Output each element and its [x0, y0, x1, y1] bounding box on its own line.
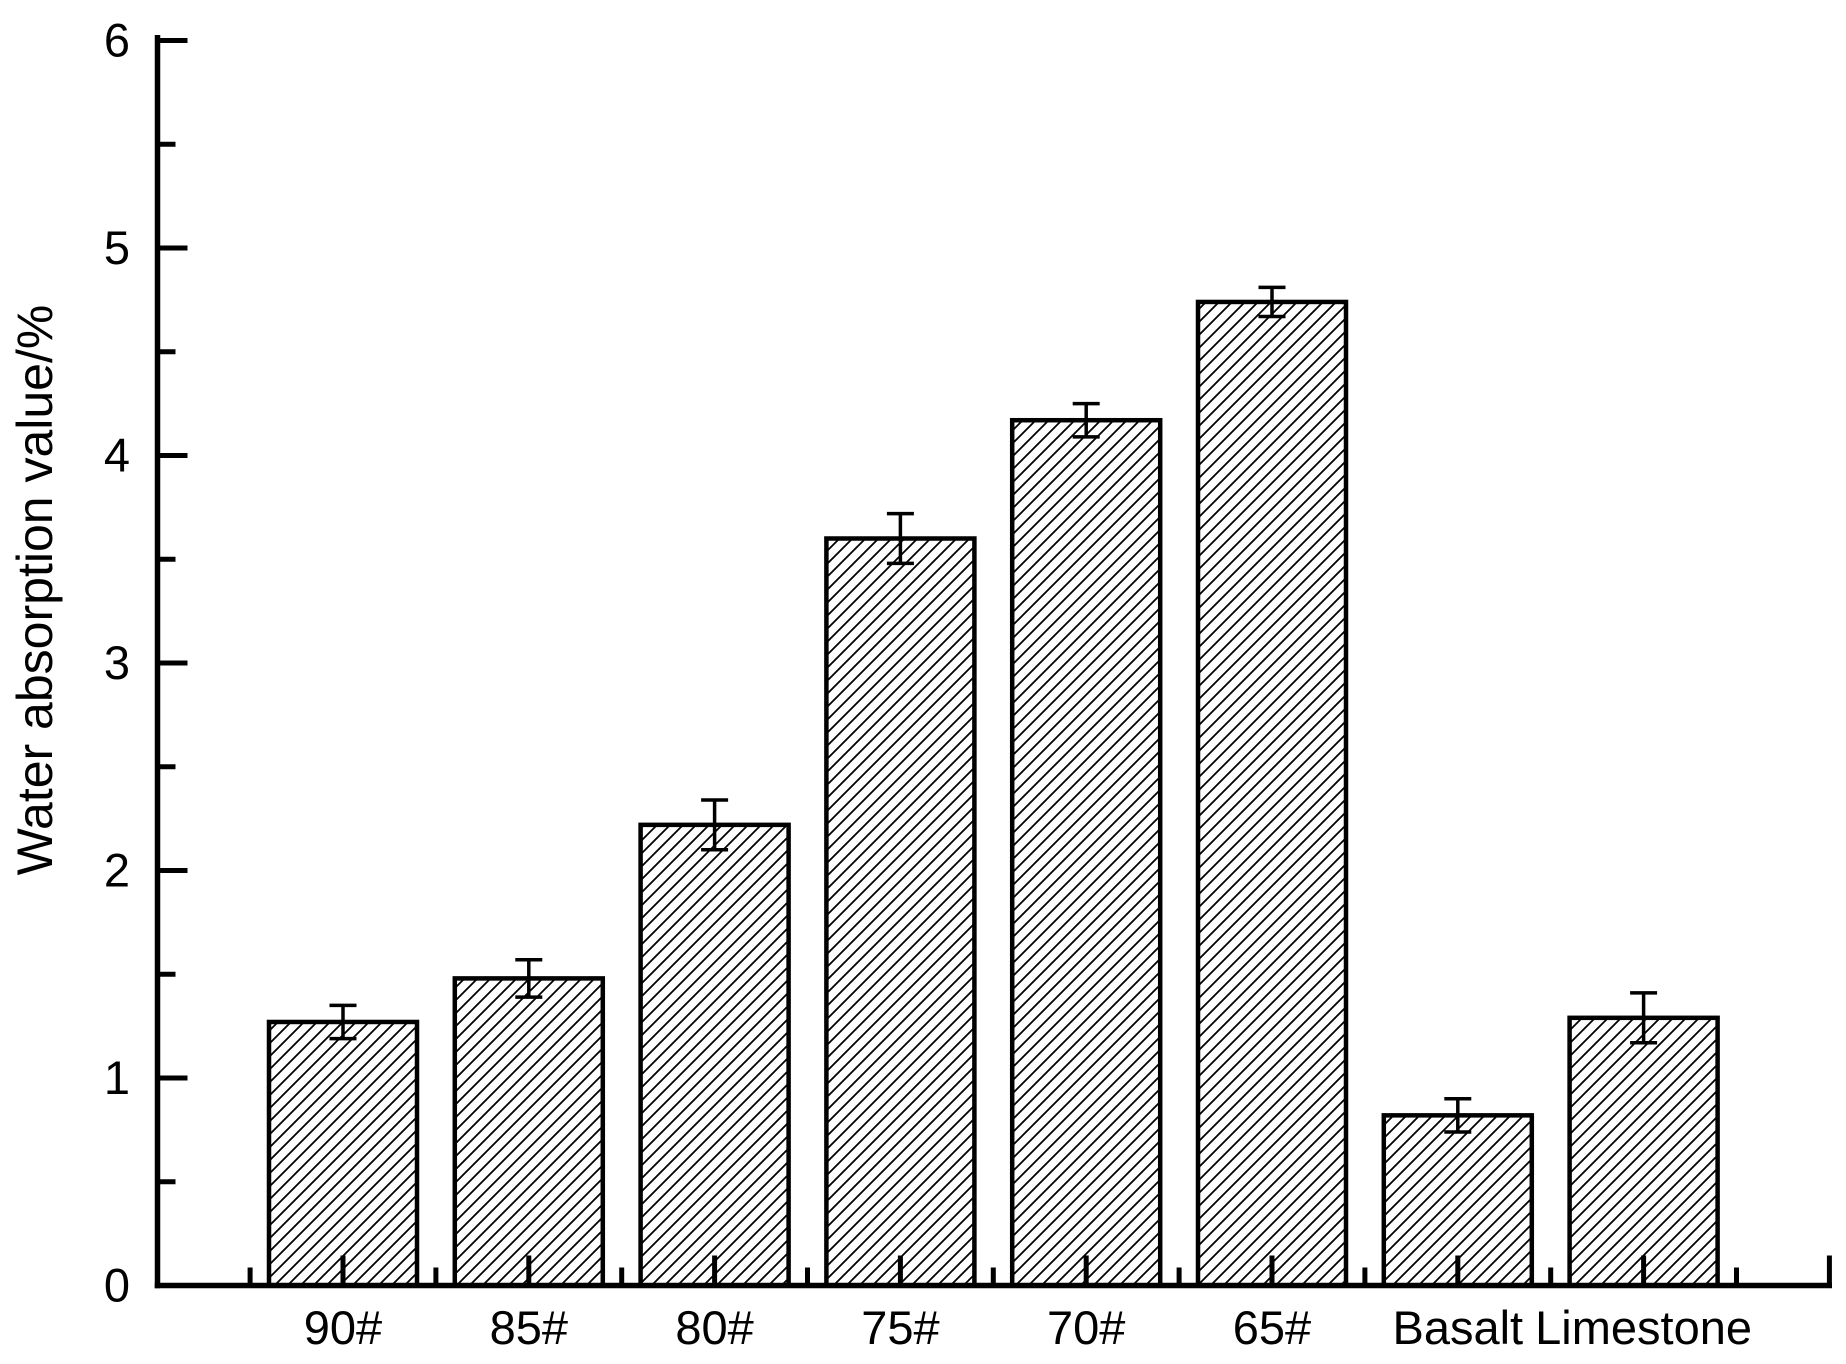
y-tick-label-3: 3	[104, 636, 130, 689]
x-category-label-limestone: Limestone	[1535, 1301, 1752, 1354]
bar-limestone	[1567, 1015, 1720, 1288]
x-category-label-90: 90#	[304, 1301, 382, 1354]
bar-80	[638, 822, 791, 1288]
y-tick-label-5: 5	[104, 221, 130, 274]
x-category-label-80: 80#	[675, 1301, 753, 1354]
bar-75	[824, 536, 977, 1288]
x-category-label-85: 85#	[490, 1301, 568, 1354]
bar-90	[266, 1019, 420, 1288]
x-category-label-65: 65#	[1233, 1301, 1311, 1354]
bars-group	[266, 299, 1720, 1288]
y-tick-label-6: 6	[104, 14, 130, 67]
x-category-label-70: 70#	[1047, 1301, 1125, 1354]
axes-group	[154, 35, 1832, 1289]
bar-85	[452, 976, 606, 1288]
bar-65	[1195, 299, 1349, 1288]
y-tick-label-1: 1	[104, 1051, 130, 1104]
error-bars-group	[329, 285, 1658, 1134]
bar-70	[1009, 417, 1163, 1288]
y-tick-label-0: 0	[104, 1259, 130, 1312]
y-axis-title: Water absorption value/%	[7, 305, 63, 876]
axis-labels-group: 90# 85# 80# 75# 70# 65# Basalt Limestone 0 1 2 3 4 5 6	[104, 14, 1752, 1355]
x-category-label-75: 75#	[861, 1301, 939, 1354]
x-category-label-basalt: Basalt	[1392, 1301, 1523, 1354]
y-tick-label-2: 2	[104, 844, 130, 897]
y-tick-label-4: 4	[104, 429, 130, 482]
